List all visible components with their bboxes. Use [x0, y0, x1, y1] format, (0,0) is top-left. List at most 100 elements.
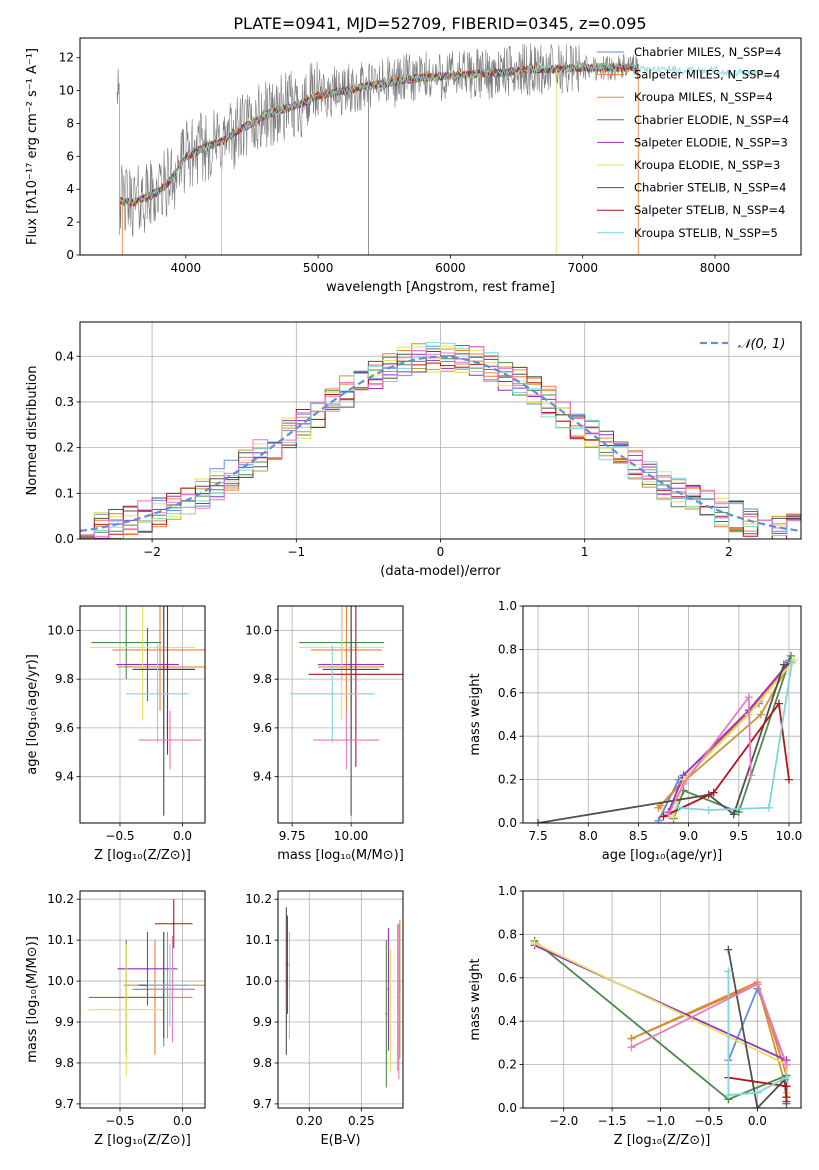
x-tick-label: 9.75 — [279, 829, 306, 843]
grid-mass_vs_Z — [80, 891, 205, 1108]
weight-marker — [784, 775, 793, 784]
data-point — [387, 988, 390, 991]
x-tick-label: 0.20 — [296, 1114, 323, 1128]
y-tick-label: 10.2 — [245, 892, 272, 906]
y-tick-label: 10.0 — [47, 623, 74, 637]
legend-label: Kroupa MILES, N_SSP=4 — [634, 90, 773, 104]
weight-marker — [782, 1093, 791, 1102]
legend-label: Chabrier MILES, N_SSP=4 — [634, 45, 781, 59]
y-tick-label: 0.6 — [498, 971, 517, 985]
panel-mass_vs_Z: −0.5 0.0 9.7 9.8 9.9 10.0 10.1 10.2 Z [log₁₀(Z/Z… — [25, 890, 206, 1148]
residual-histogram — [80, 342, 801, 536]
panel-weight_vs_age: 7.5 8.0 8.5 9.0 9.5 10.0 0.0 0.2 0.4 0.6 0.8 1.0 age… — [468, 599, 802, 863]
data-point — [345, 648, 348, 651]
weight-series-line — [667, 661, 790, 813]
y-tick-label: 9.7 — [253, 1097, 272, 1111]
y-tick-label: 9.6 — [253, 721, 272, 735]
weight-series-line — [672, 659, 795, 817]
axes-frame — [277, 890, 404, 1109]
weight-series-line — [727, 949, 788, 1108]
x-axis-label: E(B-V) — [320, 1133, 360, 1148]
x-tick-label: 8000 — [700, 261, 731, 275]
y-tick-label: 10.1 — [47, 933, 74, 947]
x-tick-label: −0.5 — [694, 1114, 723, 1128]
weight-series-line — [663, 701, 790, 818]
weight-series-line — [727, 971, 787, 1096]
weight-marker — [753, 1088, 762, 1097]
axes-frame — [79, 321, 802, 540]
y-tick-label: 9.8 — [253, 1056, 272, 1070]
x-tick-label: −0.5 — [105, 1114, 134, 1128]
weight-marker — [674, 803, 683, 812]
y-tick-label: 1.0 — [498, 599, 517, 613]
panel-spectrum: 4000 5000 6000 7000 8000 0 2 4 6 8 10 12 wavelength … — [25, 37, 802, 295]
data-point — [350, 668, 353, 671]
x-tick-label: 7.5 — [529, 829, 548, 843]
weight-marker — [654, 816, 663, 823]
y-tick-label: 0.3 — [55, 395, 74, 409]
y-tick-label: 0.0 — [498, 1101, 517, 1115]
grid-mass_vs_ebv — [278, 891, 403, 1108]
grid-weight_vs_Z — [523, 890, 801, 1109]
weight-marker — [729, 810, 738, 819]
weight-series-line — [678, 662, 793, 811]
weight-marker — [709, 788, 718, 797]
y-tick-label: 0.2 — [498, 1058, 517, 1072]
weight-marker — [669, 812, 678, 821]
weight-marker — [746, 771, 755, 780]
x-tick-label: 4000 — [171, 261, 202, 275]
weight-marker — [753, 1104, 762, 1108]
weight-marker — [786, 651, 795, 660]
y-axis-label: Normed distribution — [25, 366, 40, 496]
axes-frame — [79, 37, 802, 256]
plot-area-age_vs_mass — [289, 606, 403, 816]
y-tick-label: 0.2 — [498, 773, 517, 787]
y-tick-label: 0.6 — [498, 686, 517, 700]
observed-spectrum-line — [116, 43, 639, 237]
grid-age_vs_mass — [278, 606, 403, 823]
legend-label: Salpeter ELODIE, N_SSP=3 — [634, 135, 788, 149]
y-tick-label: 12 — [59, 51, 74, 65]
weight-marker — [774, 699, 783, 708]
y-tick-label: 9.8 — [55, 672, 74, 686]
weight-series-line — [667, 694, 752, 815]
y-tick-label: 9.9 — [253, 1015, 272, 1029]
data-point — [146, 967, 149, 970]
x-tick-label: 0.0 — [173, 1114, 192, 1128]
panel-weight_vs_Z: −2.0 −1.5 −1.0 −0.5 0.0 0.0 0.2 0.4 0.6 0.8 1.0 Z [… — [468, 884, 802, 1148]
data-point — [385, 1012, 388, 1015]
data-point — [169, 739, 171, 742]
plot-area-mass_vs_ebv — [285, 907, 401, 1088]
legend-label: Salpeter MILES, N_SSP=4 — [634, 68, 780, 82]
x-tick-label: 0.0 — [173, 829, 192, 843]
x-axis-label: wavelength [Angstrom, rest frame] — [326, 280, 555, 295]
x-tick-label: 10.00 — [334, 829, 368, 843]
y-tick-label: 9.6 — [55, 721, 74, 735]
plot-area-weight_vs_Z — [530, 936, 791, 1108]
y-tick-label: 0.0 — [498, 816, 517, 830]
x-axis-label: Z [log₁₀(Z/Z⊙)] — [614, 1133, 711, 1148]
y-tick-label: 9.8 — [55, 1056, 74, 1070]
x-axis-label: age [log₁₀(age/yr)] — [602, 848, 723, 863]
data-point — [171, 988, 174, 991]
weight-marker — [679, 779, 688, 788]
data-point — [156, 692, 159, 695]
data-point — [354, 673, 357, 676]
axes-frame — [522, 605, 802, 824]
data-point — [159, 648, 161, 651]
residual-histogram — [80, 355, 801, 539]
y-tick-label: 10.1 — [245, 933, 272, 947]
y-tick-label: 9.4 — [55, 770, 74, 784]
x-tick-label: 0.25 — [348, 1114, 375, 1128]
legend-label: 𝒩(0, 1) — [738, 337, 785, 352]
x-tick-label: −2.0 — [549, 1114, 578, 1128]
weight-marker — [756, 710, 765, 719]
weight-marker — [724, 967, 733, 976]
x-axis-label: Z [log₁₀(Z/Z⊙)] — [94, 1133, 191, 1148]
data-point — [125, 641, 128, 644]
residual-histogram — [80, 345, 801, 537]
y-tick-label: 10.0 — [47, 974, 74, 988]
figure-title: PLATE=0941, MJD=52709, FIBERID=0345, z=0… — [233, 14, 646, 33]
data-point — [166, 668, 169, 671]
weight-marker — [782, 1082, 791, 1091]
